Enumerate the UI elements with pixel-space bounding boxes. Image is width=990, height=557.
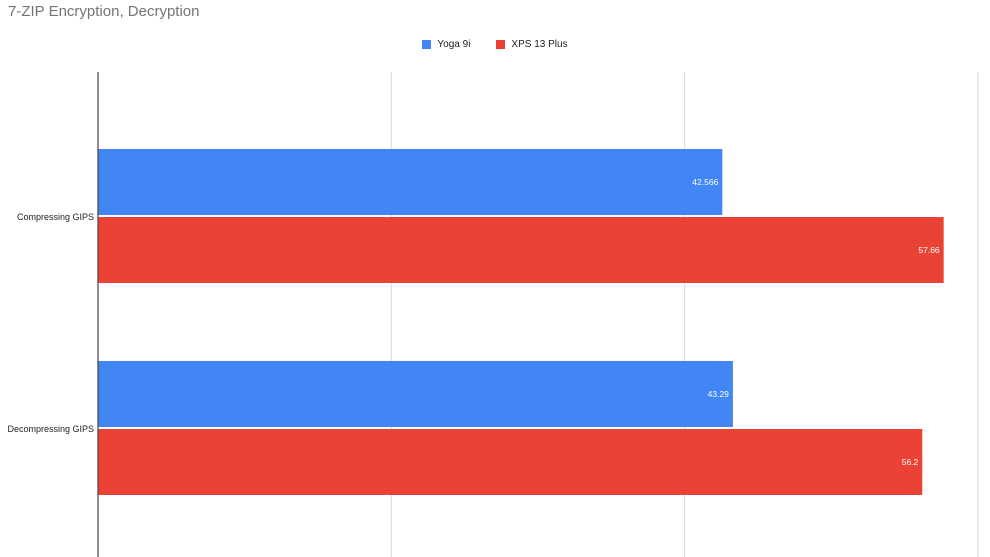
bar-1-1[interactable] <box>98 429 923 495</box>
bar-1-0[interactable] <box>98 361 733 427</box>
category-label-0: Compressing GIPS <box>17 212 94 222</box>
legend-item-yoga-9i[interactable]: Yoga 9i <box>422 39 470 50</box>
legend-swatch-xps-13-plus <box>496 40 506 49</box>
legend-label-xps-13-plus: XPS 13 Plus <box>511 39 568 50</box>
data-label-1-0: 43.29 <box>708 389 730 399</box>
data-label-0-0: 42.566 <box>692 177 718 187</box>
category-label-1: Decompressing GIPS <box>7 424 94 434</box>
data-label-0-1: 57.66 <box>918 245 940 255</box>
legend-swatch-yoga-9i <box>422 40 432 49</box>
data-label-1-1: 56.2 <box>902 457 919 467</box>
chart-title: 7-ZIP Encryption, Decryption <box>8 3 200 20</box>
legend: Yoga 9i XPS 13 Plus <box>0 39 990 50</box>
bar-0-0[interactable] <box>98 149 723 215</box>
legend-item-xps-13-plus[interactable]: XPS 13 Plus <box>496 39 568 50</box>
legend-label-yoga-9i: Yoga 9i <box>437 39 471 50</box>
bar-0-1[interactable] <box>98 217 944 283</box>
